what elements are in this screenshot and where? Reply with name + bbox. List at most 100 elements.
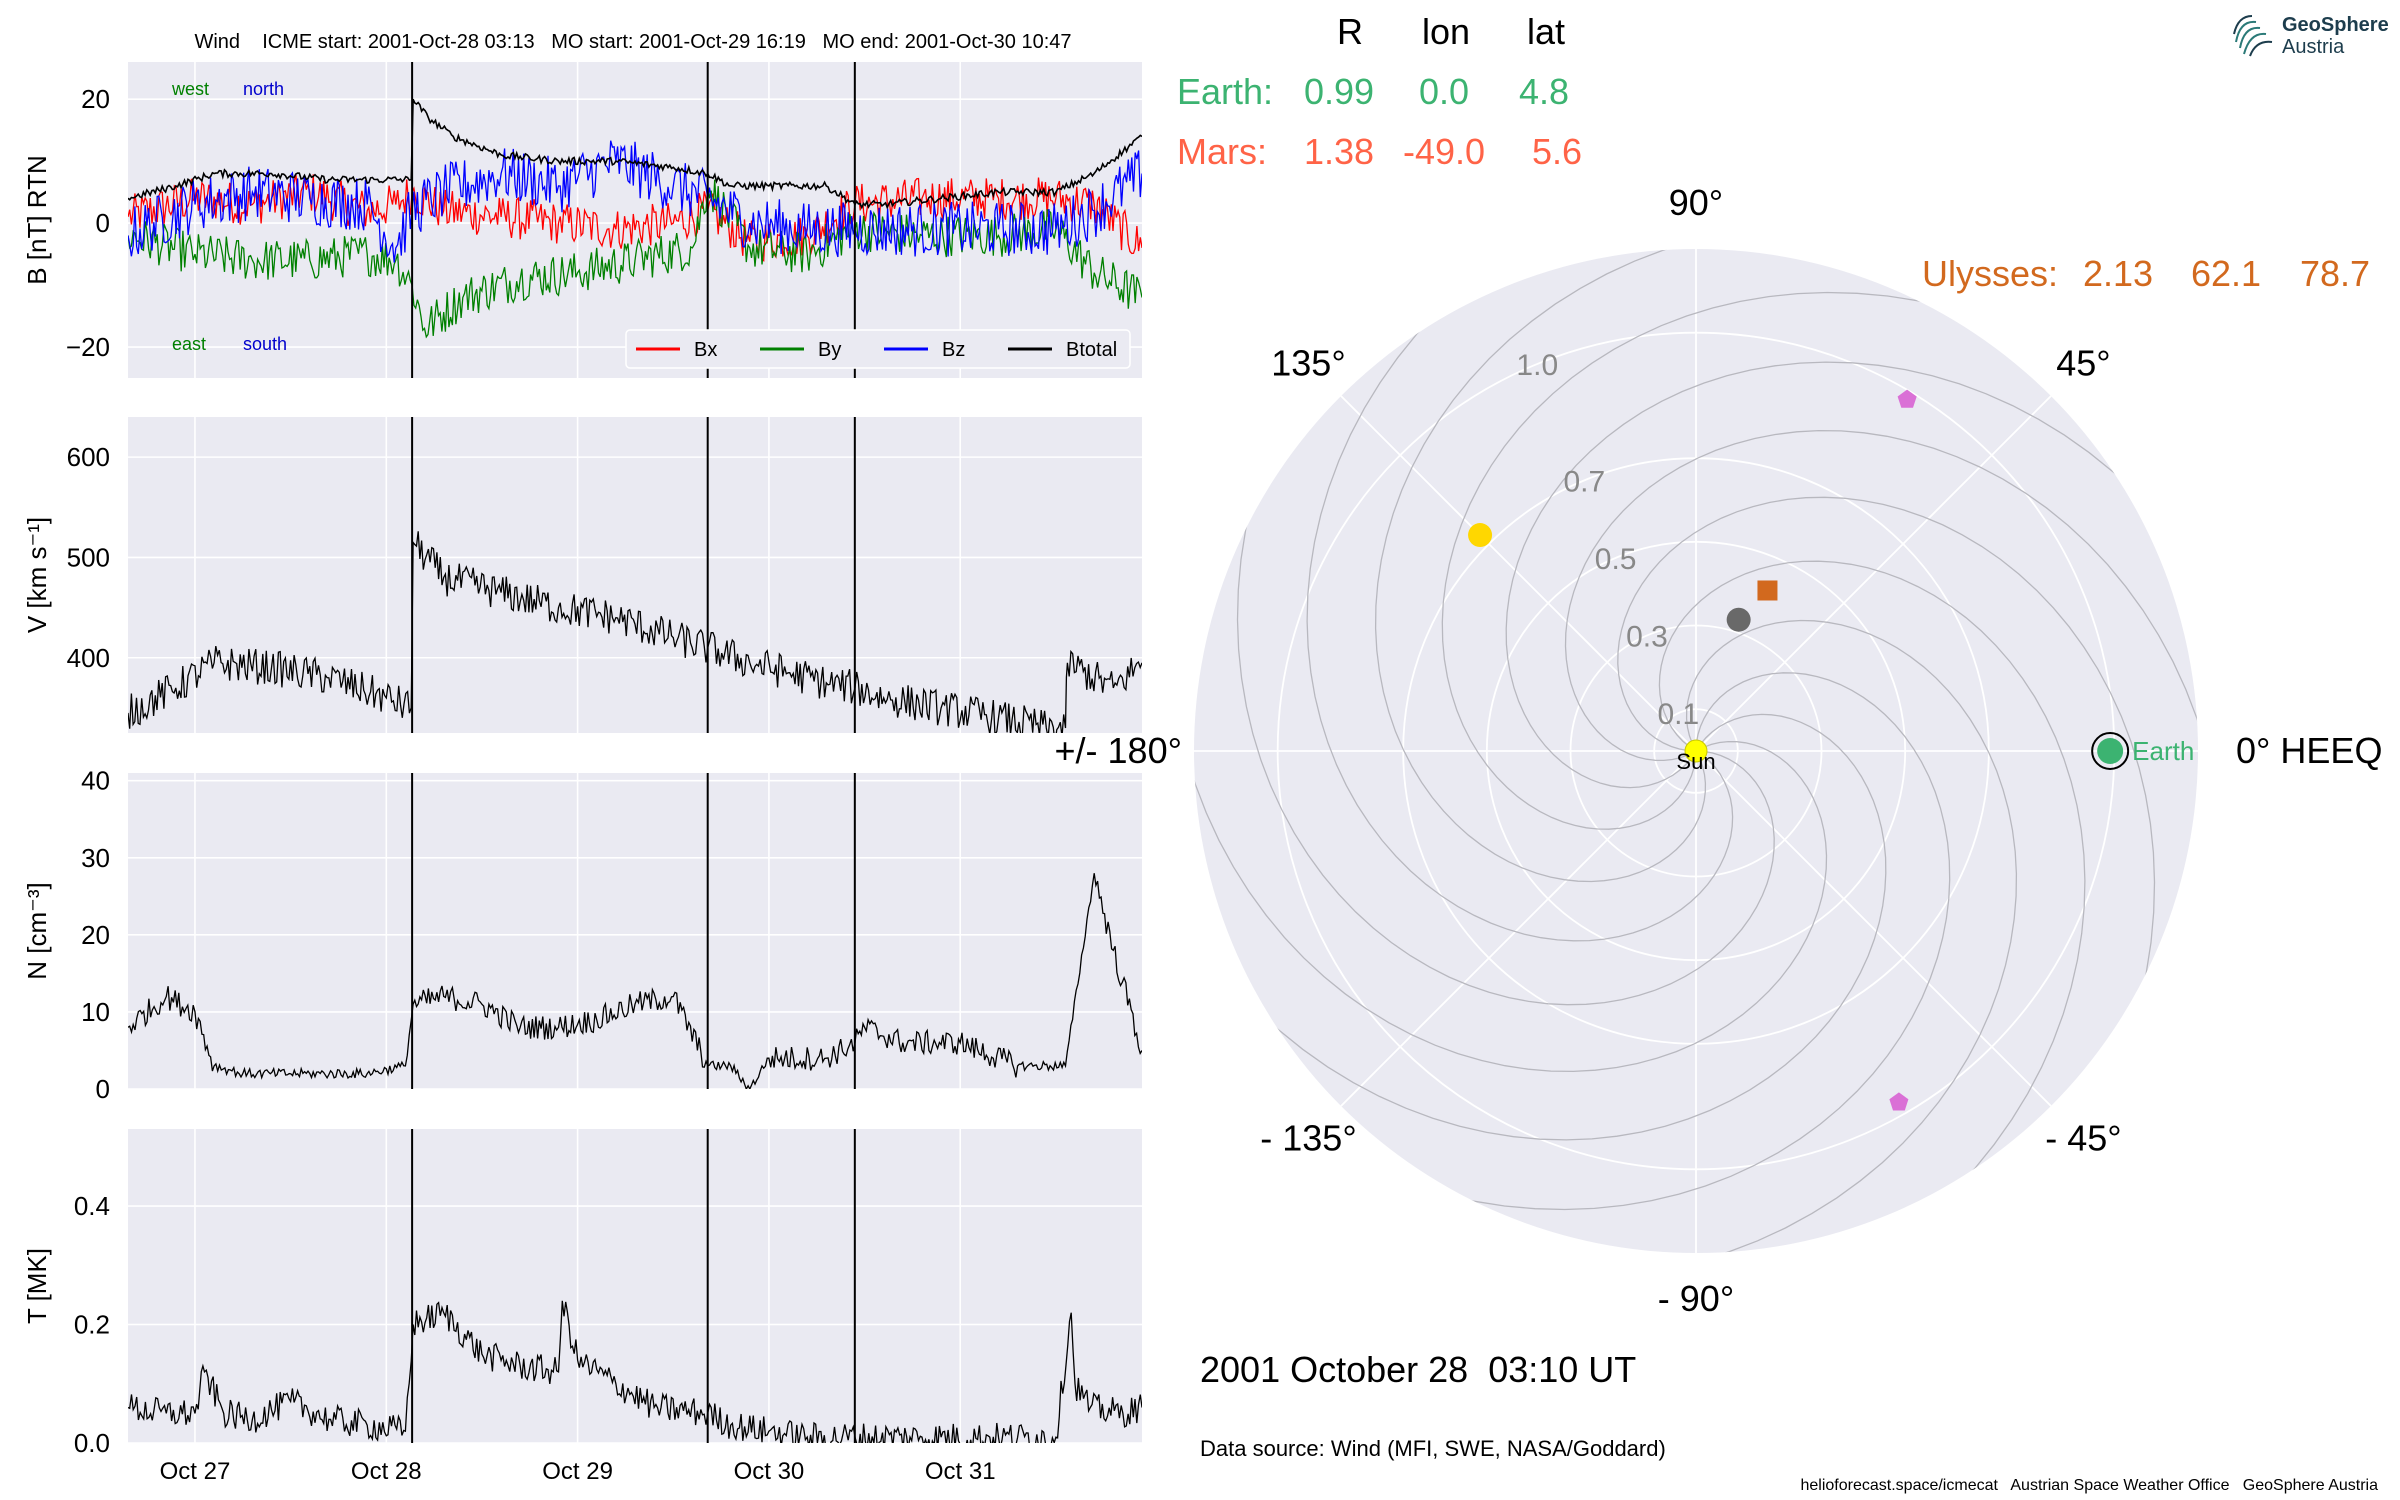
n-ytick-label: 20 [81,920,110,950]
angle-label: 0° HEEQ [2236,730,2382,771]
n-ytick-label: 0 [96,1074,110,1104]
polar-grid-spoke [1695,750,2052,1107]
by-legend-label: By [818,339,841,361]
v-ytick-label: 400 [67,643,110,673]
gray-circle-marker [1726,607,1751,632]
xtick-label: Oct 31 [925,1458,996,1485]
mars-lat: 5.6 [1532,131,1582,172]
xtick-label: Oct 28 [351,1458,422,1485]
table-header-lon: lon [1422,11,1470,52]
t-series-line [128,1300,1142,1443]
b-legend-box [625,329,1131,369]
v-series-group [128,531,1142,733]
mars-lon: -49.0 [1403,131,1485,172]
b-field-panel: 20 0 −20 B [nT] RTN west north east south Bx By Bz… [22,62,1142,378]
angle-label: - 135° [1260,1117,1356,1158]
logo-line1: GeoSphere [2282,14,2389,36]
earth-label: Earth [2132,736,2194,766]
earth-lon: 0.0 [1419,71,1469,112]
mars-name: Mars: [1177,131,1267,172]
parker-spiral-line [1194,249,1828,1073]
t-ytick-label: 0.2 [74,1310,110,1340]
b-panel-title: Wind ICME start: 2001-Oct-28 03:13 MO st… [194,31,1071,53]
v-series-line [128,531,1142,733]
ulysses-name: Ulysses: [1922,253,2058,294]
by-series-line [128,179,1142,339]
data-source-text: Data source: Wind (MFI, SWE, NASA/Goddar… [1200,1436,1666,1461]
ulysses-r: 2.13 [2083,253,2153,294]
parker-spiral-line [1374,249,2198,883]
radial-tick-label: 0.1 [1657,698,1699,731]
radial-tick-label: 0.5 [1595,543,1637,576]
angle-label: 45° [2056,343,2110,384]
footer-credits: helioforecast.space/icmecat Austrian Spa… [1801,1477,2379,1494]
radial-tick-label: 0.3 [1626,621,1668,654]
v-ylabel: V [km s⁻¹] [22,517,52,633]
ulysses-lat: 78.7 [2300,253,2370,294]
parker-spiral-line [1194,404,1887,1141]
b-ytick-label: 20 [81,84,110,114]
density-panel: 40 30 20 10 0 N [cm⁻³] [22,766,1142,1104]
parker-spiral-line [1564,429,2198,1253]
b-axes-background [128,62,1142,378]
earth-name: Earth: [1177,71,1273,112]
xtick-label: Oct 30 [734,1458,805,1485]
bz-series-line [128,140,1142,263]
earth-r: 0.99 [1304,71,1374,112]
ulysses-lon: 62.1 [2191,253,2261,294]
n-series-line [128,873,1142,1089]
n-ytick-label: 30 [81,843,110,873]
geosphere-swirl-icon [2233,15,2273,57]
t-ylabel: T [MK] [22,1248,52,1324]
sun-label: Sun [1676,749,1715,774]
radial-tick-label: 0.7 [1563,465,1605,498]
logo-line2: Austria [2282,36,2345,58]
yellow-circle-marker [1468,523,1493,548]
table-header-lat: lat [1527,11,1565,52]
earth-marker [2097,738,2124,764]
east-annotation: east [172,334,206,354]
parker-spiral-line [1349,560,2086,1253]
angle-label: - 90° [1658,1278,1734,1319]
v-ytick-label: 600 [67,442,110,472]
west-annotation: west [171,79,209,99]
t-ytick-label: 0.0 [74,1428,110,1458]
n-axes-background [128,773,1142,1089]
angle-label: - 45° [2045,1117,2121,1158]
v-axes-background [128,417,1142,733]
earth-lat: 4.8 [1519,71,1569,112]
b-ytick-label: −20 [66,332,110,362]
mars-r: 1.38 [1304,131,1374,172]
n-series-group [128,873,1142,1089]
temperature-panel: 0.4 0.2 0.0 T [MK] Oct 27 Oct 28 Oct 29 Oct 30 O… [22,1129,1142,1485]
orange-square-marker [1757,580,1778,601]
angle-label: 90° [1669,182,1723,223]
v-ytick-label: 500 [67,542,110,572]
btotal-legend-label: Btotal [1066,339,1117,361]
date-text: 2001 October 28 03:10 UT [1200,1349,1636,1390]
xtick-label: Oct 27 [160,1458,231,1485]
earth-ring [2091,732,2130,770]
magenta-pentagon-lower-marker [1889,1092,1909,1111]
btotal-series-line [128,98,1142,210]
sun-marker [1684,739,1708,763]
parker-spiral-line [1505,361,2198,1098]
b-ylabel: B [nT] RTN [22,155,52,285]
b-ytick-label: 0 [96,208,110,238]
polar-grid-spoke [1340,750,1697,1107]
bz-legend-label: Bz [942,339,965,361]
xtick-label: Oct 29 [542,1458,613,1485]
bx-legend-label: Bx [694,339,717,361]
polar-grid-spoke [1340,395,1697,752]
b-legend: Bx By Bz Btotal [625,329,1131,369]
geosphere-logo: GeoSphere Austria [2230,12,2390,64]
n-ytick-label: 40 [81,766,110,796]
t-ytick-label: 0.4 [74,1191,110,1221]
south-annotation: south [243,334,287,354]
polar-plot: 0.1 0.3 0.5 0.7 1.0 0° HEEQ 45° 90° 135° +/- 180°… [1055,182,2383,1319]
n-ylabel: N [cm⁻³] [22,882,52,980]
angle-label: 135° [1271,343,1345,384]
table-header-r: R [1337,11,1363,52]
position-table: R lon lat Earth: 0.99 0.0 4.8 Mars: 1.38… [1177,11,2370,294]
